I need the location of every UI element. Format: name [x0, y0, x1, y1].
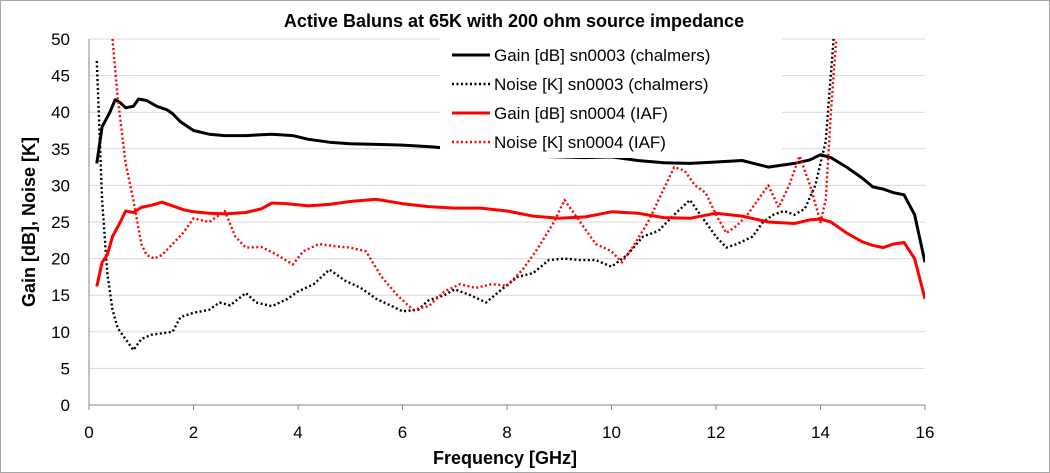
legend-label-1: Noise [K] sn0003 (chalmers): [494, 75, 708, 94]
series-line-2: [95, 197, 925, 300]
y-tick-labels: 0 5 10 15 20 25 30 35 40 45 50: [51, 30, 70, 415]
legend-label-2: Gain [dB] sn0004 (IAF): [494, 104, 668, 123]
axes: [88, 39, 926, 410]
x-tick-label-4: 8: [502, 423, 511, 442]
x-tick-label-7: 14: [811, 423, 830, 442]
y-tick-label-2: 10: [51, 323, 70, 342]
legend-label-3: Noise [K] sn0004 (IAF): [494, 133, 666, 152]
y-tick-label-9: 45: [51, 67, 70, 86]
y-tick-label-3: 15: [51, 286, 70, 305]
y-tick-label-7: 35: [51, 140, 70, 159]
chart-title: Active Baluns at 65K with 200 ohm source…: [284, 11, 744, 31]
y-tick-label-0: 0: [61, 396, 70, 415]
y-tick-label-5: 25: [51, 213, 70, 232]
y-tick-label-4: 20: [51, 250, 70, 269]
x-tick-label-5: 10: [602, 423, 621, 442]
x-tick-label-1: 2: [189, 423, 198, 442]
legend: Gain [dB] sn0003 (chalmers) Noise [K] sn0…: [440, 38, 782, 158]
x-tick-label-8: 16: [916, 423, 935, 442]
y-tick-label-1: 5: [61, 359, 70, 378]
x-tick-label-3: 6: [398, 423, 407, 442]
series-line-3: [111, 38, 838, 311]
x-tick-label-2: 4: [293, 423, 302, 442]
y-axis-label: Gain [dB], Noise [K]: [19, 137, 39, 307]
y-tick-label-6: 30: [51, 176, 70, 195]
x-axis-label: Frequency [GHz]: [433, 448, 577, 468]
y-tick-label-8: 40: [51, 103, 70, 122]
legend-background: [440, 38, 782, 158]
y-tick-label-10: 50: [51, 30, 70, 49]
legend-label-0: Gain [dB] sn0003 (chalmers): [494, 46, 710, 65]
x-tick-label-0: 0: [84, 423, 93, 442]
x-tick-label-6: 12: [707, 423, 726, 442]
x-tick-labels: 0 2 4 6 8 10 12 14 16: [84, 423, 934, 442]
